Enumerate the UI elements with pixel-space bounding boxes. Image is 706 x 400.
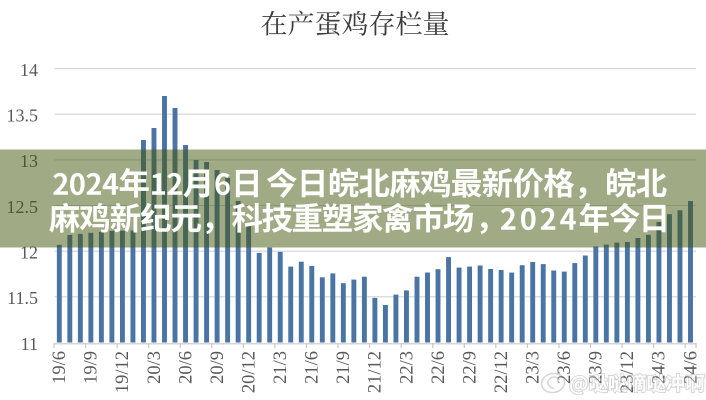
svg-text:20/3: 20/3 <box>145 351 165 384</box>
svg-text:22/3: 22/3 <box>397 351 417 384</box>
svg-text:22/6: 22/6 <box>429 351 449 384</box>
svg-text:21/9: 21/9 <box>334 351 354 384</box>
svg-text:23/3: 23/3 <box>524 351 544 384</box>
svg-text:21/12: 21/12 <box>366 351 386 393</box>
svg-text:11.5: 11.5 <box>7 288 38 308</box>
svg-text:24/3: 24/3 <box>650 351 670 384</box>
svg-text:11: 11 <box>21 334 38 354</box>
svg-text:23/9: 23/9 <box>587 351 607 384</box>
svg-text:19/12: 19/12 <box>113 351 133 393</box>
svg-text:22/9: 22/9 <box>460 351 480 384</box>
svg-text:20/9: 20/9 <box>208 351 228 384</box>
svg-text:14: 14 <box>20 60 38 80</box>
svg-text:13.5: 13.5 <box>7 106 39 126</box>
svg-text:20/6: 20/6 <box>176 351 196 384</box>
svg-text:19/6: 19/6 <box>50 351 70 384</box>
svg-text:24/6: 24/6 <box>681 351 701 384</box>
svg-text:23/6: 23/6 <box>555 351 575 384</box>
svg-text:19/9: 19/9 <box>82 351 102 384</box>
svg-text:21/6: 21/6 <box>303 351 323 384</box>
svg-text:21/3: 21/3 <box>271 351 291 384</box>
svg-text:22/12: 22/12 <box>492 351 512 393</box>
svg-text:23/12: 23/12 <box>618 351 638 393</box>
svg-text:20/12: 20/12 <box>240 351 260 393</box>
